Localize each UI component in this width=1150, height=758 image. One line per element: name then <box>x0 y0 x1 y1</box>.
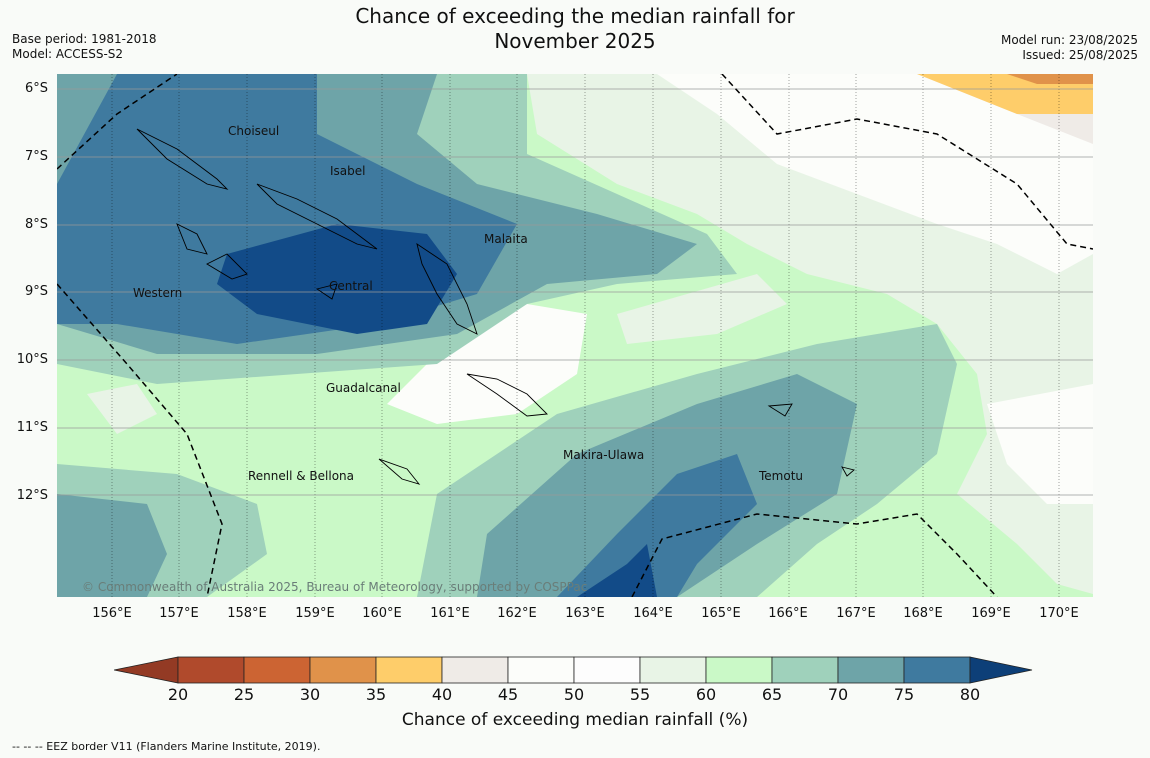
field-80-plus <box>217 224 457 334</box>
place-label-western: Western <box>133 286 183 300</box>
place-label-rennell-bellona: Rennell & Bellona <box>248 469 355 483</box>
lat-label-9s: 9°S <box>24 284 48 299</box>
colorbar-under-arrow <box>114 656 179 684</box>
place-label-isabel: Isabel <box>330 164 366 178</box>
lon-label-165e: 165°E <box>701 606 741 621</box>
western-islands <box>176 223 208 255</box>
copyright-notice: © Commonwealth of Australia 2025, Bureau… <box>82 580 588 594</box>
place-label-choiseul: Choiseul <box>228 124 280 138</box>
field-55-60-west <box>87 384 157 434</box>
colorbar-title: Chance of exceeding median rainfall (%) <box>401 710 749 730</box>
title-line-2: November 2025 <box>494 29 656 53</box>
colorbar-cell <box>639 656 707 684</box>
temotu-islands <box>767 403 793 417</box>
map-title: Chance of exceeding the median rainfall … <box>0 4 1150 54</box>
colorbar-tick-50: 50 <box>563 685 585 704</box>
colorbar-tick-20: 20 <box>167 685 189 704</box>
colorbar-tick-80: 80 <box>959 685 981 704</box>
rainfall-map <box>57 74 1093 597</box>
lon-label-169e: 169°E <box>971 606 1011 621</box>
model-info: Base period: 1981-2018 Model: ACCESS-S2 <box>12 32 157 62</box>
colorbar-cell <box>243 656 311 684</box>
temotu-islands-2 <box>841 466 855 477</box>
latitude-gridlines <box>57 88 1093 496</box>
longitude-gridlines <box>111 74 1060 597</box>
lat-label-7s: 7°S <box>24 149 48 164</box>
malaita-island <box>416 242 478 335</box>
western-islands-2 <box>206 253 248 280</box>
lon-label-156e: 156°E <box>92 606 132 621</box>
colorbar-tick-65: 65 <box>761 685 783 704</box>
place-label-temotu: Temotu <box>759 469 804 483</box>
colorbar-tick-70: 70 <box>827 685 849 704</box>
lon-label-163e: 163°E <box>565 606 605 621</box>
colorbar-tick-45: 45 <box>497 685 519 704</box>
place-label-makira-ulawa: Makira-Ulawa <box>563 448 645 462</box>
place-label-malaita: Malaita <box>484 232 528 246</box>
field-50-55-central <box>387 304 587 424</box>
colorbar-tick-25: 25 <box>233 685 255 704</box>
colorbar-cell <box>573 656 641 684</box>
central-islands <box>315 283 338 300</box>
colorbar-cell <box>903 656 971 684</box>
issued-date: Issued: 25/08/2025 <box>1022 48 1138 62</box>
colorbar-tick-55: 55 <box>629 685 651 704</box>
model-name: Model: ACCESS-S2 <box>12 47 124 61</box>
eez-legend-note: -- -- -- EEZ border V11 (Flanders Marine… <box>12 740 321 753</box>
rennell-island <box>378 458 421 485</box>
lat-label-10s: 10°S <box>16 352 48 367</box>
choiseul-island <box>136 128 229 190</box>
field-30-35 <box>1007 74 1093 84</box>
lat-label-11s: 11°S <box>16 420 48 435</box>
lon-label-159e: 159°E <box>295 606 335 621</box>
run-info: Model run: 23/08/2025 Issued: 25/08/2025 <box>1001 33 1138 63</box>
colorbar-cell <box>705 656 773 684</box>
lon-label-158e: 158°E <box>227 606 267 621</box>
lon-label-162e: 162°E <box>497 606 537 621</box>
lon-label-166e: 166°E <box>768 606 808 621</box>
colorbar-cell <box>177 656 245 684</box>
field-75-80-south <box>557 454 757 597</box>
model-run-date: Model run: 23/08/2025 <box>1000 33 1138 47</box>
coastlines <box>136 128 855 485</box>
eez-borders <box>57 74 1093 597</box>
map-panel <box>57 74 1093 597</box>
colorbar-cell <box>375 656 443 684</box>
lon-label-164e: 164°E <box>633 606 673 621</box>
colorbar-cell <box>771 656 839 684</box>
colorbar-tick-30: 30 <box>299 685 321 704</box>
place-label-guadalcanal: Guadalcanal <box>326 381 401 395</box>
base-period: Base period: 1981-2018 <box>12 32 157 46</box>
colorbar-cell <box>507 656 575 684</box>
lat-label-6s: 6°S <box>24 81 48 96</box>
colorbar-cell <box>441 656 509 684</box>
field-80-plus-south <box>577 544 657 597</box>
colorbar-over-arrow <box>969 656 1033 684</box>
field-45-55-northeast <box>657 74 1093 274</box>
lat-label-12s: 12°S <box>16 488 48 503</box>
place-label-central: Central <box>329 279 373 293</box>
lon-label-161e: 161°E <box>430 606 470 621</box>
colorbar-cell <box>309 656 377 684</box>
colorbar-tick-40: 40 <box>431 685 453 704</box>
isabel-island <box>256 183 378 250</box>
lat-label-8s: 8°S <box>24 217 48 232</box>
lon-label-170e: 170°E <box>1039 606 1079 621</box>
lon-label-157e: 157°E <box>159 606 199 621</box>
colorbar-tick-35: 35 <box>365 685 387 704</box>
colorbar-tick-75: 75 <box>893 685 915 704</box>
field-45-55-east <box>987 384 1093 504</box>
lon-label-168e: 168°E <box>903 606 943 621</box>
field-55-60-central <box>617 274 787 344</box>
lon-label-167e: 167°E <box>836 606 876 621</box>
title-line-1: Chance of exceeding the median rainfall … <box>355 4 795 28</box>
colorbar <box>114 656 1033 684</box>
colorbar-tick-60: 60 <box>695 685 717 704</box>
guadalcanal-island <box>466 373 548 417</box>
lon-label-160e: 160°E <box>362 606 402 621</box>
colorbar-cell <box>837 656 905 684</box>
